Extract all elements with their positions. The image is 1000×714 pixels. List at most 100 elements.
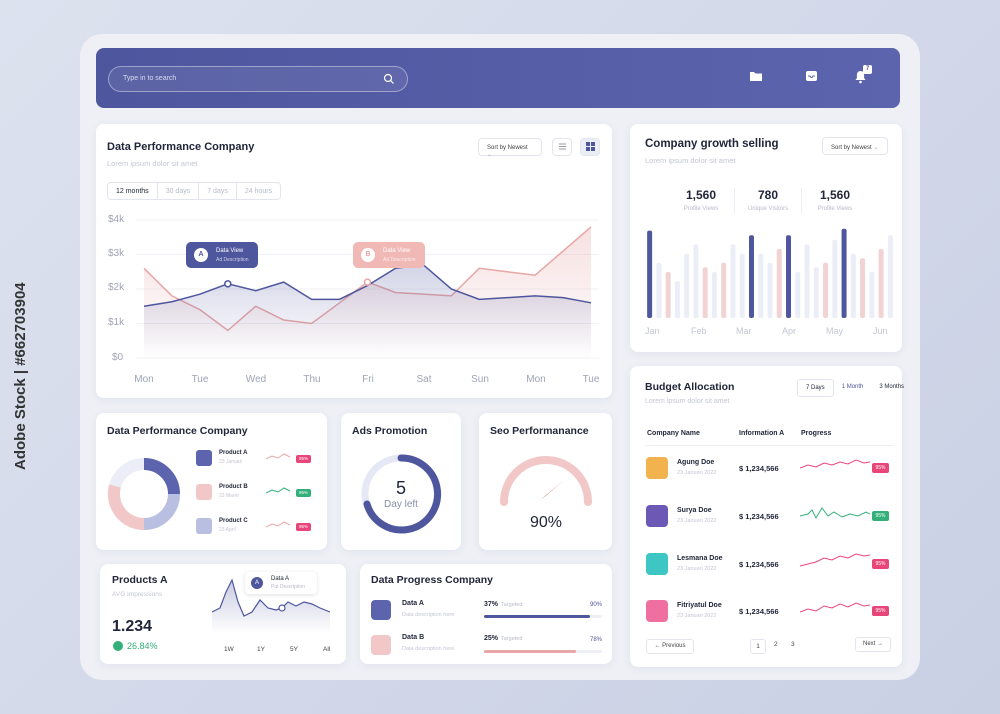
month-label: Apr	[782, 326, 797, 336]
range-1w[interactable]: 1W	[224, 646, 234, 653]
growth-bar	[813, 267, 819, 318]
rocket-icon	[646, 505, 668, 527]
folder-icon[interactable]	[749, 70, 763, 82]
table-row[interactable]: Agung Doe 23 Januari 2022 $ 1,234,566 95…	[646, 457, 896, 497]
products-a-change: 26.84%	[127, 641, 158, 651]
tab-1-month[interactable]: 1 Month	[841, 384, 864, 390]
growth-bar	[869, 272, 875, 318]
rocket-icon	[196, 484, 212, 500]
company-date: 23 Januari 2022	[677, 566, 717, 572]
search-icon[interactable]	[383, 73, 395, 85]
range-all[interactable]: All	[323, 646, 331, 653]
table-row[interactable]: Fitriyatul Doe 23 Januari 2022 $ 1,234,5…	[646, 600, 896, 640]
tab-24-hours[interactable]: 24 hours	[244, 188, 273, 195]
search-placeholder: Type in to search	[123, 75, 177, 82]
seo-gauge	[500, 456, 592, 506]
search-input[interactable]: Type in to search	[108, 66, 408, 92]
progress-item-desc: Data description here	[402, 646, 455, 652]
page-3[interactable]: 3	[791, 641, 795, 648]
progress-item-tag: Targeted	[501, 636, 523, 642]
list-view-button[interactable]	[552, 138, 572, 156]
tab-12-months[interactable]: 12 months	[108, 183, 158, 199]
product-date: 23 Maret	[219, 493, 239, 499]
data-tooltip-a: A Data View Ad Description	[186, 242, 258, 268]
notification-badge: 7	[863, 65, 872, 74]
table-row[interactable]: Surya Doe 23 Januari 2022 $ 1,234,566 95…	[646, 505, 896, 545]
products-a-title: Products A	[112, 574, 168, 586]
range-1y[interactable]: 1Y	[257, 646, 265, 653]
growth-sort-dropdown[interactable]: Sort by Newest ⌄	[822, 137, 888, 155]
budget-title: Budget Allocation	[645, 381, 735, 393]
month-label: Mar	[736, 326, 752, 336]
growth-bar	[674, 281, 680, 318]
sort-label: Sort by Newest	[487, 145, 528, 151]
growth-bar	[647, 230, 653, 318]
company-name: Lesmana Doe	[677, 555, 723, 562]
stat-profile-views-2: 1,560 Profile Views	[805, 188, 865, 212]
trend-up-icon	[113, 641, 123, 651]
data-tooltip-b: B Data View Ad Description	[353, 242, 425, 268]
company-name: Fitriyatul Doe	[677, 602, 722, 609]
progress-item-tag: Targeted	[501, 602, 523, 608]
company-name: Surya Doe	[677, 507, 712, 514]
top-bar: Type in to search 7	[96, 48, 900, 108]
ads-title: Ads Promotion	[352, 425, 428, 437]
chevron-down-icon: ⌄	[487, 152, 493, 158]
divider	[801, 188, 802, 214]
column-header: Progress	[801, 430, 832, 437]
seo-title: Seo Performanance	[490, 425, 589, 437]
y-tick: $0	[112, 352, 124, 363]
progress-card	[360, 564, 612, 664]
stat-label: Profile Views	[817, 206, 853, 212]
product-name: Product A	[219, 450, 248, 456]
stat-value: 1,560	[685, 188, 717, 202]
stat-value: 1,560	[819, 188, 851, 202]
page-1[interactable]: 1	[750, 639, 766, 654]
progress-title: Data Progress Company	[371, 574, 493, 586]
budget-range-tabs: 7 Days 1 Month 3 Months	[797, 379, 912, 397]
company-name: Agung Doe	[677, 459, 715, 466]
progress-track	[484, 615, 602, 618]
product-date: 23 Januari	[219, 459, 243, 465]
performance-chart-title: Data Performance Company	[107, 141, 255, 153]
growth-bar	[823, 262, 829, 318]
growth-bar	[721, 262, 727, 318]
tab-7-days[interactable]: 7 Days	[797, 379, 834, 397]
stat-profile-views: 1,560 Profile Views	[671, 188, 731, 212]
growth-bar	[684, 253, 690, 318]
growth-bar	[758, 253, 764, 318]
growth-bar	[702, 267, 708, 318]
previous-button[interactable]: ← Previous	[646, 639, 694, 654]
previous-label: Previous	[662, 643, 686, 649]
products-a-tooltip: A Data A Put Description	[245, 572, 317, 594]
month-label: Feb	[691, 326, 707, 336]
growth-bar	[665, 272, 671, 318]
growth-bar	[693, 244, 699, 318]
growth-bar	[841, 228, 847, 318]
page-2[interactable]: 2	[774, 641, 778, 648]
sort-dropdown[interactable]: Sort by Newest ⌄	[478, 138, 542, 158]
growth-bar	[887, 235, 893, 318]
amount: $ 1,234,566	[739, 607, 779, 616]
progress-item-name: Data A	[402, 600, 424, 607]
grid-view-button[interactable]	[580, 138, 600, 156]
product-name: Product C	[219, 518, 248, 524]
inbox-icon[interactable]	[805, 70, 818, 82]
tab-30-days[interactable]: 30 days	[158, 183, 200, 199]
percent-badge: 95%	[296, 455, 311, 463]
range-5y[interactable]: 5Y	[290, 646, 298, 653]
x-tick: Tue	[191, 374, 209, 385]
rocket-icon	[646, 600, 668, 622]
tooltip-letter: A	[251, 577, 263, 589]
percent-badge: 95%	[872, 511, 889, 521]
next-button[interactable]: Next →	[855, 637, 891, 652]
x-tick: Thu	[303, 374, 321, 385]
company-date: 23 Januari 2022	[677, 518, 717, 524]
x-tick: Sat	[416, 374, 432, 385]
y-tick: $4k	[108, 214, 125, 225]
tab-3-months[interactable]: 3 Months	[879, 384, 905, 390]
growth-bar	[832, 239, 838, 318]
table-row[interactable]: Lesmana Doe 23 Januari 2022 $ 1,234,566 …	[646, 553, 896, 593]
tab-7-days[interactable]: 7 days	[199, 183, 237, 199]
stock-id-watermark: Adobe Stock | #662703904	[12, 282, 29, 470]
